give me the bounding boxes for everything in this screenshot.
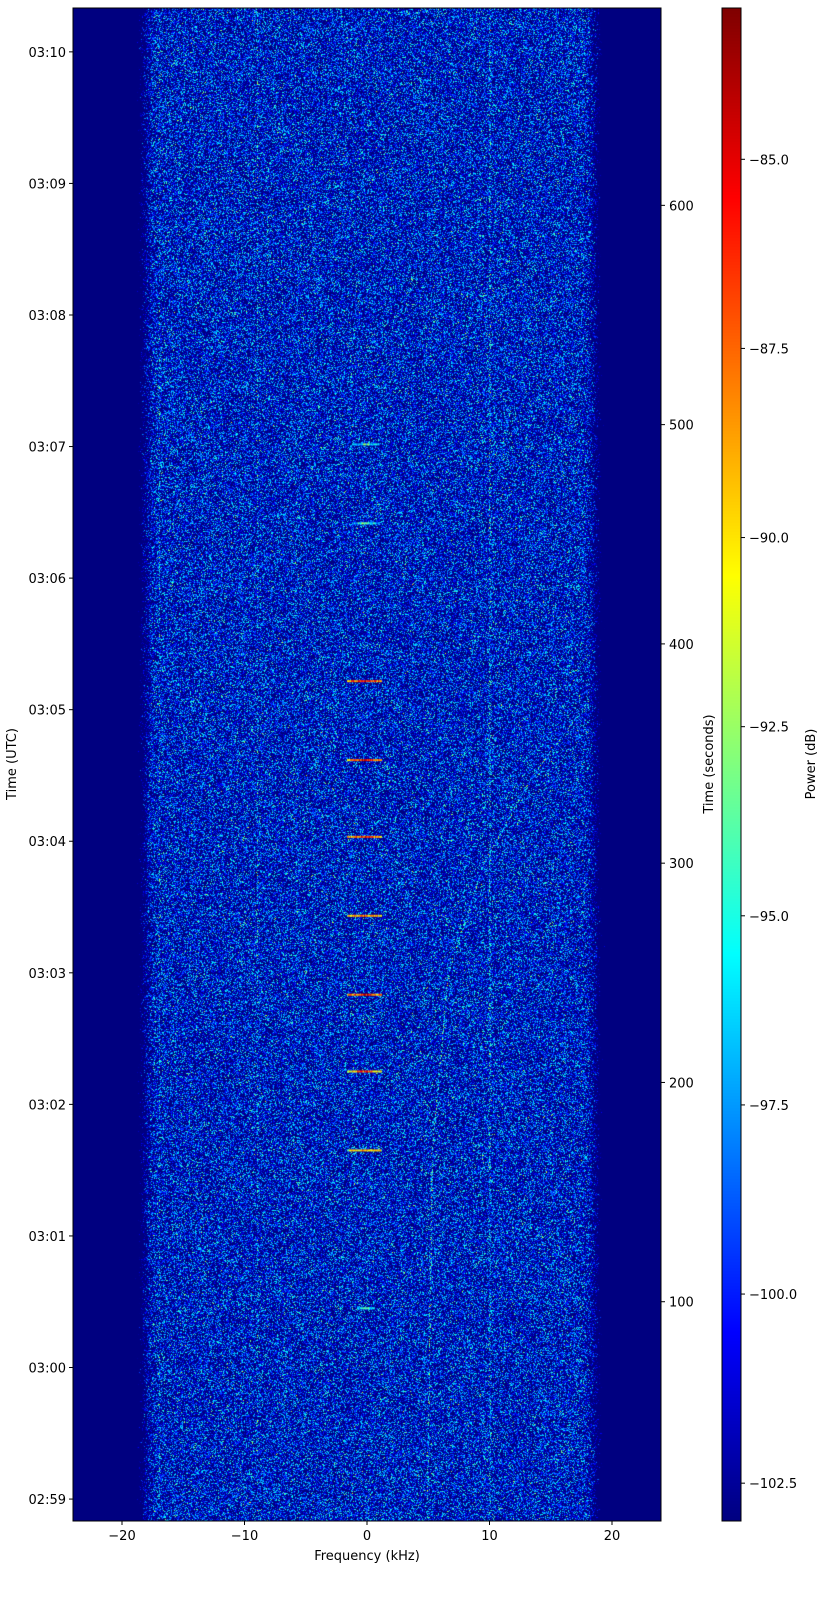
colorbar-frame (721, 7, 742, 1522)
plot-frame (72, 7, 662, 1522)
colorbar-tick-label: −85.0 (749, 153, 789, 168)
colorbar-tick-label: −90.0 (749, 532, 789, 547)
x-tick-label: −20 (108, 1529, 135, 1544)
colorbar-tick-label: −102.5 (749, 1477, 797, 1492)
y-left-tick-label: 03:08 (29, 309, 66, 324)
colorbar-tick-label: −92.5 (749, 721, 789, 736)
y-left-tick-label: 03:10 (29, 46, 66, 61)
spectrogram-image (73, 8, 661, 1521)
colorbar-gradient (722, 8, 741, 1521)
y-axis-right-label: Time (seconds) (702, 714, 717, 814)
x-tick-label: 0 (363, 1529, 371, 1544)
y-left-tick-label: 03:05 (29, 704, 66, 719)
colorbar-tick-label: −97.5 (749, 1099, 789, 1114)
colorbar-tick-label: −95.0 (749, 910, 789, 925)
y-right-tick-label: 200 (669, 1076, 694, 1091)
y-right-tick-label: 400 (669, 638, 694, 653)
y-right-tick-label: 300 (669, 857, 694, 872)
y-right-tick-label: 100 (669, 1296, 694, 1311)
colorbar-label: Power (dB) (804, 729, 819, 800)
colorbar-tick-label: −87.5 (749, 342, 789, 357)
y-right-tick-label: 500 (669, 419, 694, 434)
colorbar-tick-label: −100.0 (749, 1288, 797, 1303)
x-tick-label: 10 (481, 1529, 498, 1544)
y-left-tick-label: 03:03 (29, 967, 66, 982)
y-left-tick-label: 03:01 (29, 1230, 66, 1245)
y-left-tick-label: 02:59 (29, 1493, 66, 1508)
x-tick-label: −10 (231, 1529, 258, 1544)
x-axis-label: Frequency (kHz) (314, 1549, 420, 1564)
y-left-tick-label: 03:02 (29, 1098, 66, 1113)
y-left-tick-label: 03:04 (29, 835, 66, 850)
x-tick-label: 20 (604, 1529, 621, 1544)
y-left-tick-label: 03:06 (29, 572, 66, 587)
y-left-tick-label: 03:00 (29, 1362, 66, 1377)
y-left-tick-label: 03:09 (29, 177, 66, 192)
y-right-tick-label: 600 (669, 199, 694, 214)
y-axis-left-label: Time (UTC) (5, 728, 20, 801)
y-left-tick-label: 03:07 (29, 441, 66, 456)
